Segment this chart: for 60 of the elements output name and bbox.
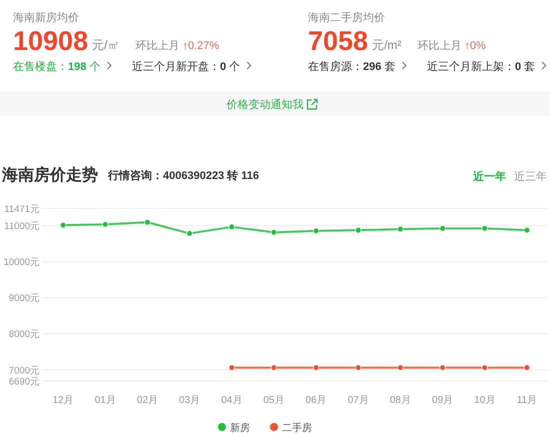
point xyxy=(312,228,320,234)
text: 近三个月新上架：0 套 xyxy=(427,60,536,73)
y-tick-label: 9000元 xyxy=(8,293,40,304)
chart-title: 海南房价走势 xyxy=(1,165,98,184)
text: ↑0% xyxy=(464,40,486,52)
point xyxy=(482,364,488,371)
x-tick-label: 10月 xyxy=(474,395,496,406)
chart-subtitle: 行情咨询：4006390223 转 116 xyxy=(107,169,260,182)
point xyxy=(186,230,193,237)
point xyxy=(524,227,530,234)
text: 10908 xyxy=(13,26,88,56)
legend-label: 新房 xyxy=(230,422,250,434)
x-tick-label: 02月 xyxy=(136,395,158,406)
y-tick-label: 8000元 xyxy=(8,329,40,340)
legend-label: 二手房 xyxy=(282,422,312,434)
text: 近三年 xyxy=(514,170,547,183)
x-tick-label: 03月 xyxy=(179,395,200,406)
text: 价格变动通知我 xyxy=(226,98,304,111)
point xyxy=(355,227,362,234)
point xyxy=(524,364,530,371)
text: 环比上月 xyxy=(417,39,462,52)
point xyxy=(439,364,446,371)
text: 环比上月 xyxy=(135,39,180,52)
point xyxy=(228,364,235,371)
point xyxy=(270,364,278,371)
point xyxy=(397,226,404,232)
text: 元/m² xyxy=(372,38,402,52)
text: 在售房源：296 套 xyxy=(308,60,396,73)
point xyxy=(102,221,108,228)
point xyxy=(228,224,235,230)
y-tick-label: 7000元 xyxy=(8,365,40,376)
x-tick-label: 09月 xyxy=(432,395,454,406)
x-tick-label: 08月 xyxy=(390,395,411,406)
point xyxy=(60,222,66,228)
text: 元/㎡ xyxy=(92,38,120,52)
point xyxy=(312,364,320,371)
y-tick-label: 10000元 xyxy=(4,257,40,268)
text: 海南二手房均价 xyxy=(308,11,385,24)
point xyxy=(439,225,446,232)
point xyxy=(397,364,404,371)
text: 在售楼盘：198 个 xyxy=(13,60,100,73)
x-tick-label: 05月 xyxy=(263,395,284,406)
point xyxy=(144,219,151,226)
text: ↑0.27% xyxy=(182,40,220,52)
x-tick-label: 07月 xyxy=(348,395,369,406)
text: 近三个月新开盘：0 个 xyxy=(132,60,240,73)
x-tick-label: 12月 xyxy=(52,395,74,406)
text: 海南新房均价 xyxy=(13,11,79,24)
x-tick-label: 06月 xyxy=(306,395,327,406)
point xyxy=(355,364,362,371)
point xyxy=(270,229,278,236)
x-tick-label: 01月 xyxy=(94,395,116,406)
point xyxy=(482,225,488,232)
x-tick-label: 11月 xyxy=(516,395,538,406)
y-tick-label: 11000元 xyxy=(4,220,40,232)
text: 7058 xyxy=(308,26,368,56)
text: 近一年 xyxy=(472,170,506,183)
y-tick-label: 6690元 xyxy=(8,376,40,388)
y-tick-label: 11471元 xyxy=(4,204,40,215)
x-tick-label: 04月 xyxy=(221,395,242,406)
